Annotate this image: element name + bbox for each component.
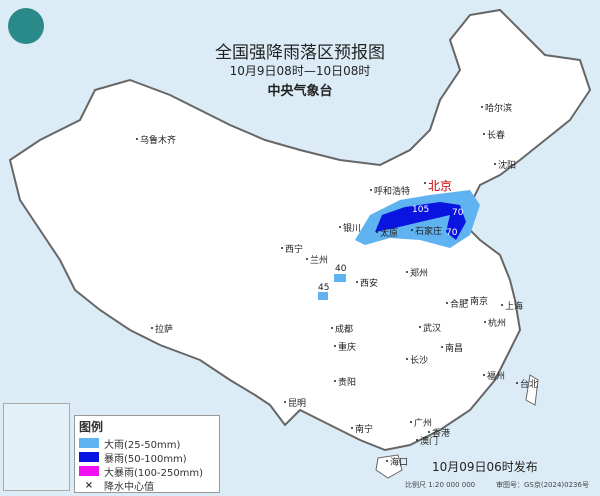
legend-label: 暴雨(50-100mm) xyxy=(104,453,187,465)
publish-time: 10月09日06时发布 xyxy=(432,460,538,474)
city-label: 昆明 xyxy=(283,396,306,409)
city-label: 成都 xyxy=(330,322,353,335)
hainan-island xyxy=(375,454,403,479)
legend-label: 大雨(25-50mm) xyxy=(104,439,181,451)
city-label: 长春 xyxy=(482,128,505,141)
legend-item: 大雨(25-50mm) xyxy=(79,436,219,451)
city-label: 广州 xyxy=(409,416,432,429)
x-mark-icon: × xyxy=(84,480,94,491)
cma-logo xyxy=(8,8,44,44)
city-label: 杭州 xyxy=(483,316,506,329)
rain-center-value: 45 xyxy=(318,283,330,293)
city-label: 呼和浩特 xyxy=(369,184,410,197)
map-issuer: 中央气象台 xyxy=(267,84,333,99)
city-label: 银川 xyxy=(338,221,361,234)
rain-center-value: 105 xyxy=(412,205,430,215)
map-period: 10月9日08时—10日08时 xyxy=(229,64,371,78)
city-label: 兰州 xyxy=(305,253,328,266)
city-label: 海口 xyxy=(385,455,408,468)
legend-item: × 降水中心值 xyxy=(79,478,219,493)
city-label: 太原 xyxy=(375,226,398,239)
city-label: 上海 xyxy=(500,299,523,312)
city-label: 贵阳 xyxy=(333,375,356,388)
rain-center-40 xyxy=(334,274,346,282)
city-label: 乌鲁木齐 xyxy=(135,133,176,146)
city-label: 武汉 xyxy=(418,321,441,334)
city-label: 重庆 xyxy=(333,340,356,353)
legend-label: 大暴雨(100-250mm) xyxy=(104,467,204,479)
city-label: 南宁 xyxy=(350,422,373,435)
rain-center-value: 40 xyxy=(335,264,347,274)
rain-center-value: 70 xyxy=(452,208,464,218)
city-label: 合肥 xyxy=(445,297,468,310)
legend-item: 暴雨(50-100mm) xyxy=(79,450,219,465)
city-label: 长沙 xyxy=(405,353,428,366)
map-number: 审图号：GS京(2024)0236号 xyxy=(496,481,589,489)
capital-label: 北京 xyxy=(423,179,453,193)
city-label: 石家庄 xyxy=(410,224,442,237)
city-label: 郑州 xyxy=(405,266,428,279)
south-china-sea-inset xyxy=(3,403,70,491)
taiwan-island xyxy=(525,374,539,406)
city-label: 西宁 xyxy=(280,242,303,255)
legend-heading: 图例 xyxy=(79,420,104,434)
rain-center-value: 70 xyxy=(446,228,458,238)
legend: 图例 大雨(25-50mm) 暴雨(50-100mm) 大暴雨(100-250m… xyxy=(74,415,220,493)
map-title: 全国强降雨落区预报图 xyxy=(215,43,385,63)
city-label: 香港 xyxy=(427,426,450,439)
city-label: 澳门 xyxy=(415,434,438,447)
city-label: 西安 xyxy=(355,276,378,289)
city-label: 南京 xyxy=(465,294,488,307)
rain-center-45 xyxy=(318,292,328,300)
city-label: 台北 xyxy=(515,377,538,390)
rainstorm-area xyxy=(375,202,466,240)
scale: 比例尺 1:20 000 000 xyxy=(405,481,476,489)
city-label: 哈尔滨 xyxy=(480,101,512,114)
legend-item: 大暴雨(100-250mm) xyxy=(79,464,219,479)
city-label: 福州 xyxy=(482,369,505,382)
legend-label: 降水中心值 xyxy=(104,481,154,493)
city-label: 南昌 xyxy=(440,341,463,354)
city-label: 沈阳 xyxy=(493,158,516,171)
city-label: 拉萨 xyxy=(150,322,173,335)
